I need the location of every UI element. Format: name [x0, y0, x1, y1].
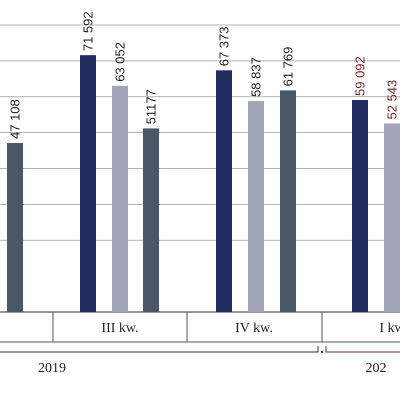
- year-label: 2019: [38, 361, 66, 376]
- year-label: 202: [366, 361, 387, 376]
- bar-value-label: 47 108: [8, 99, 23, 139]
- bar: [280, 90, 296, 312]
- bar-value-label: 63 052: [113, 42, 128, 82]
- bar: [352, 100, 368, 312]
- bar-value-label: 51177: [144, 89, 159, 124]
- bar: [384, 123, 400, 313]
- bracket-separator-dot: [320, 350, 324, 354]
- bar: [216, 70, 232, 312]
- category-label: III kw.: [101, 321, 138, 336]
- bar-value-label: 58 837: [249, 57, 264, 97]
- bar: [80, 55, 96, 313]
- bar-value-label: 71 592: [81, 11, 96, 51]
- bar-value-label: 52 543: [385, 80, 400, 120]
- category-label: IV kw.: [235, 321, 273, 336]
- year-bracket-2019: [0, 346, 319, 353]
- category-label: I kw: [379, 321, 400, 336]
- year-bracket-2020: [325, 346, 400, 353]
- bar: [7, 143, 23, 312]
- bar-value-label: 67 373: [217, 27, 232, 67]
- bar-value-label: 61 769: [281, 47, 296, 87]
- bar-value-label: 59 092: [353, 56, 368, 96]
- bar: [143, 128, 159, 312]
- bar: [248, 100, 264, 312]
- bar: [112, 85, 128, 312]
